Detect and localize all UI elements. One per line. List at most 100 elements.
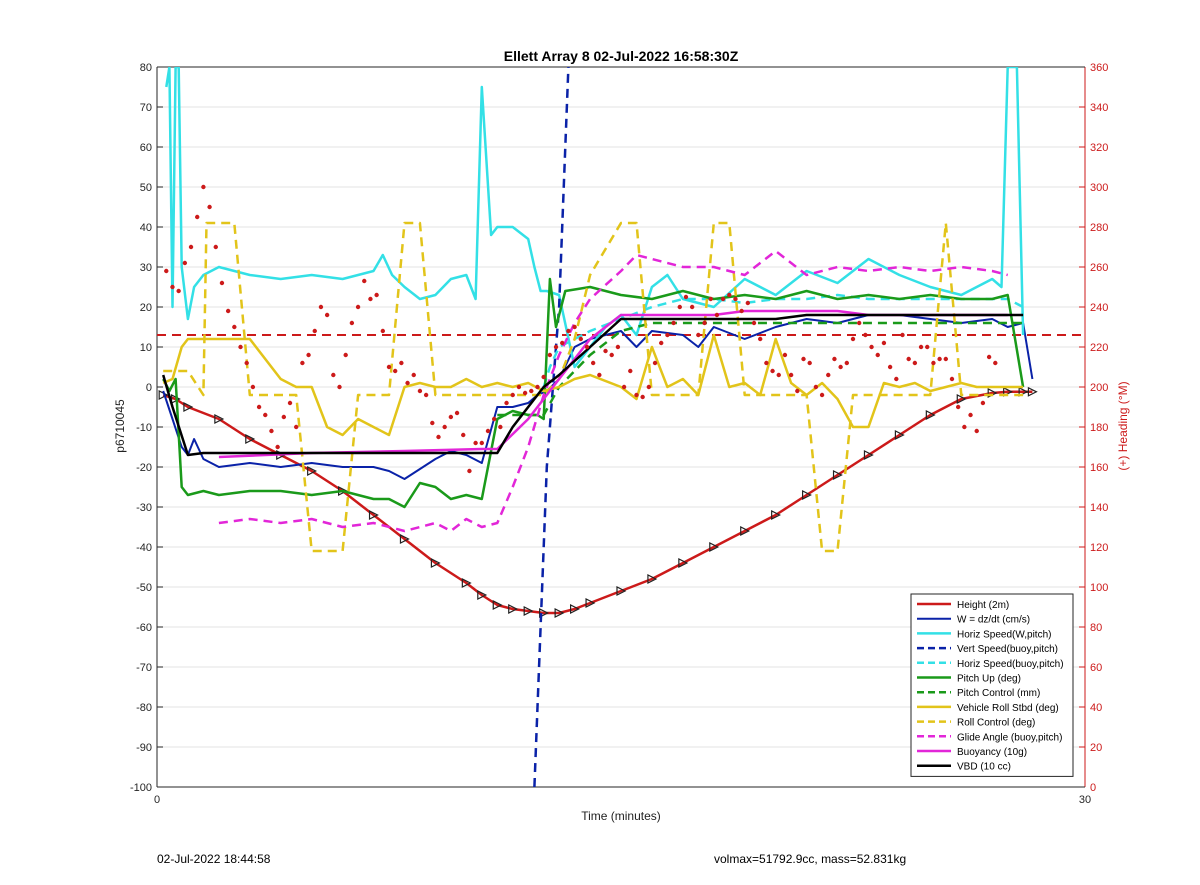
heading-point: [745, 300, 751, 306]
heading-point: [597, 372, 602, 378]
height-marker: [523, 606, 534, 616]
heading-point: [300, 360, 305, 366]
height-marker: [956, 394, 967, 404]
heading-point: [962, 424, 967, 430]
heading-point: [869, 344, 874, 350]
height-marker: [771, 510, 782, 520]
y-tick-label-left: 0: [146, 382, 152, 394]
heading-point: [925, 344, 930, 350]
heading-point: [689, 304, 695, 310]
height-marker: [647, 574, 658, 584]
heading-point: [219, 280, 225, 286]
height-marker: [477, 590, 488, 600]
heading-point: [430, 420, 435, 426]
heading-point: [603, 348, 608, 354]
heading-point: [306, 352, 311, 358]
heading-point: [659, 340, 664, 346]
heading-point: [541, 374, 546, 380]
y-tick-label-left: 70: [140, 102, 152, 114]
heading-point: [275, 444, 280, 450]
heading-point: [795, 388, 800, 394]
y-tick-label-left: 10: [140, 342, 152, 354]
height-marker: [492, 600, 503, 610]
heading-point: [683, 294, 689, 300]
heading-point: [807, 360, 812, 366]
heading-point: [225, 308, 231, 314]
height-marker: [569, 604, 580, 614]
heading-point: [696, 332, 701, 338]
y-tick-label-right: 100: [1090, 582, 1108, 594]
x-axis-label: Time (minutes): [581, 809, 661, 823]
heading-point: [702, 320, 707, 326]
heading-point: [937, 356, 942, 362]
heading-point: [751, 320, 757, 326]
heading-point: [244, 360, 249, 366]
y-tick-label-left: -60: [136, 622, 152, 634]
height-marker: [678, 558, 689, 568]
legend-label: Vehicle Roll Stbd (deg): [957, 703, 1059, 714]
heading-point: [213, 244, 218, 250]
heading-point: [312, 328, 317, 334]
heading-point: [349, 320, 355, 326]
heading-point: [770, 368, 775, 374]
legend-label: Horiz Speed(buoy,pitch): [957, 659, 1064, 670]
series-line-vbd-10-cc: [161, 313, 1024, 457]
plot-area: [157, 67, 1085, 787]
y-tick-label-left: -40: [136, 542, 152, 554]
series-line-glide-angle-buoy-pitch: [218, 249, 1009, 533]
y-tick-label-left: -90: [136, 742, 152, 754]
heading-point: [287, 400, 293, 406]
heading-point: [485, 428, 491, 434]
footer-vehicle-stats: volmax=51792.9cc, mass=52.831kg: [714, 852, 907, 866]
heading-point: [850, 336, 856, 342]
legend-label: Buoyancy (10g): [957, 747, 1027, 758]
heading-point: [560, 340, 565, 346]
legend-label: Roll Control (deg): [957, 718, 1035, 729]
y-tick-label-right: 180: [1090, 422, 1108, 434]
heading-point: [442, 424, 447, 430]
heading-point: [801, 356, 806, 362]
heading-point: [955, 404, 961, 410]
series-line-vehicle-roll-stbd-deg: [162, 333, 1024, 437]
heading-point: [337, 384, 342, 390]
heading-point: [411, 372, 416, 378]
heading-point: [343, 352, 348, 358]
heading-point: [324, 312, 330, 318]
height-marker: [539, 608, 550, 618]
heading-point: [844, 360, 850, 366]
y-tick-label-left: -30: [136, 502, 152, 514]
y-axis-label-right: (+) Heading (°M): [1116, 381, 1130, 470]
legend-label: Pitch Control (mm): [957, 688, 1040, 699]
heading-point: [380, 328, 386, 334]
height-marker: [709, 542, 720, 552]
heading-point: [195, 214, 200, 220]
heading-point: [739, 308, 744, 314]
heading-point: [906, 356, 911, 362]
height-marker: [585, 598, 596, 608]
legend-box: [910, 593, 1074, 777]
heading-point: [368, 296, 373, 302]
heading-point: [522, 390, 528, 396]
heading-point: [491, 416, 497, 422]
height-marker: [368, 510, 379, 520]
heading-point: [881, 340, 887, 346]
heading-point: [727, 292, 732, 298]
series-line-w-dz-dt-cm-s: [162, 314, 1034, 480]
heading-point: [498, 424, 503, 430]
y-tick-label-right: 360: [1090, 62, 1108, 74]
heading-point: [986, 354, 992, 360]
y-tick-label-left: 60: [140, 142, 152, 154]
legend-label: Horiz Speed(W,pitch): [957, 629, 1051, 640]
height-marker: [214, 414, 225, 424]
heading-point: [634, 392, 639, 398]
heading-point: [578, 336, 583, 342]
height-marker: [863, 450, 874, 460]
x-tick-label: 0: [154, 794, 160, 806]
heading-point: [454, 410, 460, 416]
height-marker: [1018, 386, 1029, 397]
heading-point: [176, 288, 181, 294]
heading-point: [665, 332, 670, 338]
height-marker: [801, 490, 812, 500]
